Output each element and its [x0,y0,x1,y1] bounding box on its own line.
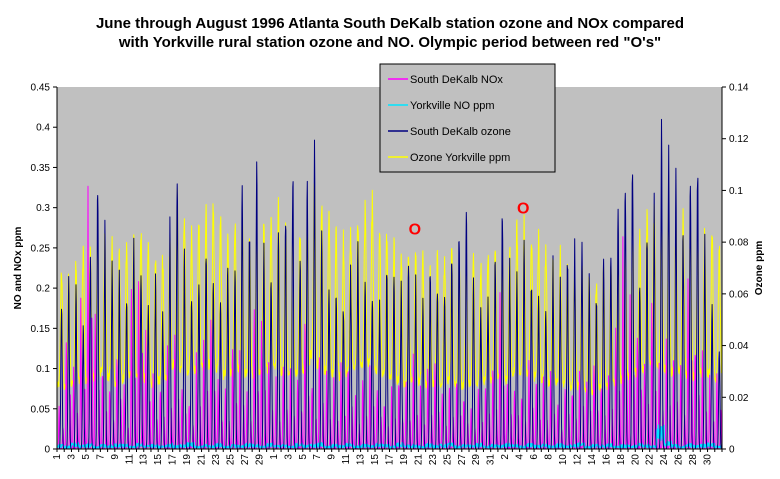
x-tick-label: 12 [572,454,583,466]
x-tick-label: 1 [52,454,63,460]
left-tick-label: 0.45 [31,83,51,94]
legend-box [379,63,556,173]
chart-title-line-2: with Yorkville rural station ozone and N… [118,34,662,51]
left-tick-label: 0.25 [31,243,51,254]
x-tick-label: 11 [341,454,352,465]
x-tick-label: 23 [211,454,222,466]
x-tick-label: 29 [254,454,265,466]
x-tick-label: 31 [486,454,497,466]
x-tick-label: 21 [197,454,208,466]
x-tick-label: 19 [399,454,410,466]
x-tick-label: 5 [81,454,92,460]
x-tick-label: 19 [182,454,193,466]
x-tick-label: 18 [616,454,627,466]
x-tick-label: 20 [630,454,641,466]
right-tick-label: 0.12 [729,134,749,145]
left-tick-label: 0.05 [31,404,51,415]
x-tick-label: 25 [225,454,236,466]
legend-label: Yorkville NO ppm [410,100,495,112]
x-tick-label: 11 [124,454,135,465]
x-tick-label: 10 [558,454,569,466]
legend-label: South DeKalb NOx [410,74,503,86]
x-tick-label: 21 [413,454,424,466]
x-tick-label: 14 [587,454,598,466]
annotations: OO [409,201,530,239]
x-tick-label: 23 [428,454,439,466]
legend-label: South DeKalb ozone [410,126,511,138]
x-tick-label: 1 [269,454,280,460]
legend-label: Ozone Yorkville ppm [410,152,510,164]
left-tick-label: 0.1 [36,364,50,375]
x-tick-label: 3 [283,454,294,460]
left-tick-label: 0.15 [31,324,51,335]
left-tick-label: 0 [44,445,50,456]
right-tick-label: 0.06 [729,289,749,300]
x-tick-label: 9 [110,454,121,460]
left-tick-label: 0.4 [36,123,50,134]
x-tick-label: 4 [515,454,526,460]
x-tick-label: 27 [457,454,468,466]
chart-title-line-1: June through August 1996 Atlanta South D… [95,15,685,32]
x-tick-label: 24 [659,454,670,466]
x-tick-label: 17 [385,454,396,466]
olympic-marker-o: O [409,221,421,238]
right-tick-label: 0.02 [729,393,749,404]
x-tick-label: 5 [298,454,309,460]
left-axis-title: NO and NOx ppm [13,227,24,310]
x-tick-label: 30 [703,454,714,466]
axes-layer: 00.050.10.150.20.250.30.350.40.4500.020.… [13,83,765,466]
x-tick-label: 17 [168,454,179,466]
x-tick-label: 15 [153,454,164,466]
left-tick-label: 0.3 [36,203,50,214]
x-tick-label: 7 [312,454,323,460]
x-tick-label: 22 [645,454,656,466]
x-tick-label: 29 [471,454,482,466]
x-tick-label: 27 [240,454,251,466]
olympic-marker-o: O [517,201,529,218]
right-tick-label: 0.14 [729,83,749,94]
right-tick-label: 0.04 [729,341,749,352]
x-tick-label: 13 [356,454,367,466]
left-tick-label: 0.35 [31,163,51,174]
x-tick-label: 6 [529,454,540,460]
left-tick-label: 0.2 [36,284,50,295]
x-tick-label: 28 [688,454,699,466]
chart-title: June through August 1996 Atlanta South D… [0,14,780,52]
right-tick-label: 0.08 [729,238,749,249]
x-tick-label: 8 [544,454,555,460]
x-tick-label: 26 [674,454,685,466]
right-axis-title: Ozone ppm [754,241,765,296]
x-tick-label: 3 [66,454,77,460]
x-tick-label: 16 [601,454,612,466]
right-tick-label: 0 [729,445,735,456]
x-tick-label: 7 [95,454,106,460]
x-tick-label: 15 [370,454,381,466]
legend: South DeKalb NOx Yorkville NO ppm South De… [379,63,556,173]
x-tick-label: 25 [442,454,453,466]
x-tick-label: 2 [500,454,511,460]
right-tick-label: 0.1 [729,186,743,197]
x-tick-label: 9 [327,454,338,460]
x-tick-label: 13 [139,454,150,466]
